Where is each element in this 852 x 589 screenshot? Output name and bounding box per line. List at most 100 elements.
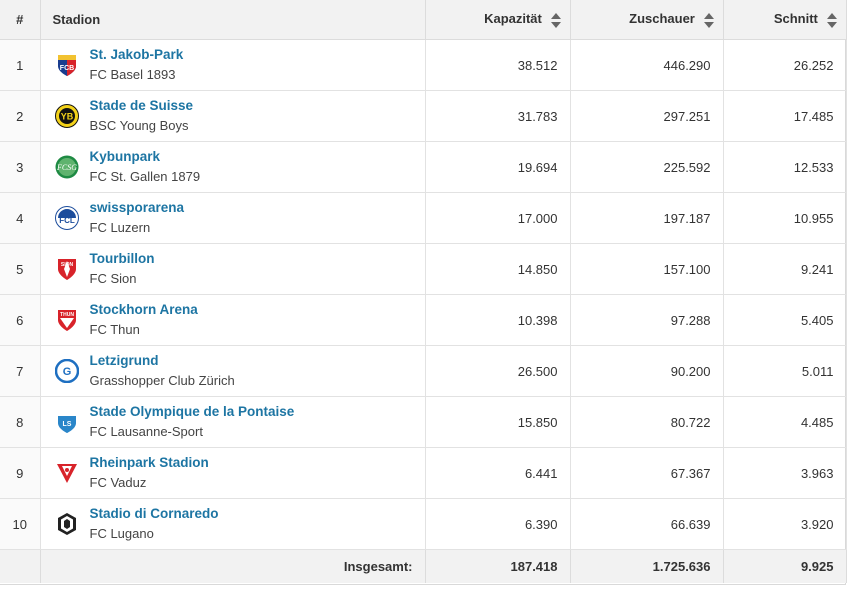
stadium-link[interactable]: Stockhorn Arena (89, 302, 198, 317)
club-name: FC Thun (89, 322, 140, 337)
lausanne-sport-crest-icon[interactable]: LS (54, 409, 80, 435)
stadium-cell: YB Stade de Suisse BSC Young Boys (40, 90, 426, 142)
sort-icon[interactable] (703, 12, 715, 28)
stadium-cell: FCB St. Jakob-Park FC Basel 1893 (40, 39, 426, 91)
table-row: 9 Rheinpark Stadion FC Vaduz 6.441 67.367 3.9… (0, 447, 847, 499)
club-name: FC Sion (89, 271, 137, 286)
average-cell: 17.485 (723, 90, 847, 142)
club-name: FC Vaduz (89, 475, 147, 490)
stadium-link[interactable]: Stadio di Cornaredo (89, 506, 219, 521)
svg-text:FCB: FCB (59, 65, 73, 72)
stadium-link[interactable]: Rheinpark Stadion (89, 455, 209, 470)
average-cell: 10.955 (723, 192, 847, 244)
attendance-cell: 157.100 (570, 243, 724, 295)
average-cell: 4.485 (723, 396, 847, 448)
average-cell: 12.533 (723, 141, 847, 193)
attendance-cell: 197.187 (570, 192, 724, 244)
capacity-cell: 38.512 (425, 39, 571, 91)
club-name: FC Lugano (89, 526, 154, 541)
grasshoppers-crest-icon[interactable]: G (54, 358, 80, 384)
fc-basel-crest-icon[interactable]: FCB (54, 52, 80, 78)
average-header-label: Schnitt (773, 11, 818, 27)
table-row: 7 G Letzigrund Grasshopper Club Zürich 26.50… (0, 345, 847, 397)
table-body: 1 FCB St. Jakob-Park FC Basel 1893 38.512 446… (0, 39, 847, 550)
fc-luzern-crest-icon[interactable]: FCL (54, 205, 80, 231)
table-row: 3 FCSG Kybunpark FC St. Gallen 1879 19.694 22… (0, 141, 847, 193)
stadium-column-header: Stadion (40, 0, 426, 40)
total-capacity: 187.418 (425, 549, 571, 583)
average-cell: 9.241 (723, 243, 847, 295)
table-row: 4 FCL swissporarena FC Luzern 17.000 197.187 1… (0, 192, 847, 244)
stadium-link[interactable]: Letzigrund (89, 353, 159, 368)
capacity-cell: 26.500 (425, 345, 571, 397)
attendance-cell: 446.290 (570, 39, 724, 91)
capacity-cell: 14.850 (425, 243, 571, 295)
attendance-header-label: Zuschauer (629, 11, 695, 27)
table-header: # Stadion Kapazität Zuschauer Schnitt (0, 0, 847, 40)
stadium-cell: LS Stade Olympique de la Pontaise FC Lausa… (40, 396, 426, 448)
table-row: 1 FCB St. Jakob-Park FC Basel 1893 38.512 446… (0, 39, 847, 91)
club-name: FC Basel 1893 (89, 67, 176, 82)
total-average: 9.925 (723, 549, 847, 583)
svg-text:THUN: THUN (60, 312, 74, 318)
attendance-cell: 225.592 (570, 141, 724, 193)
stadium-cell: Rheinpark Stadion FC Vaduz (40, 447, 426, 499)
fc-lugano-crest-icon[interactable] (54, 511, 80, 537)
rank-cell: 1 (0, 39, 41, 91)
stadium-link[interactable]: Tourbillon (89, 251, 155, 266)
rank-cell: 7 (0, 345, 41, 397)
club-name: FC Luzern (89, 220, 151, 235)
attendance-column-header[interactable]: Zuschauer (570, 0, 724, 40)
svg-text:YB: YB (60, 112, 73, 122)
capacity-cell: 6.441 (425, 447, 571, 499)
fc-sion-crest-icon[interactable]: SION (54, 256, 80, 282)
average-column-header[interactable]: Schnitt (723, 0, 847, 40)
club-name: Grasshopper Club Zürich (89, 373, 235, 388)
club-name: BSC Young Boys (89, 118, 189, 133)
fc-thun-crest-icon[interactable]: THUN (54, 307, 80, 333)
attendance-cell: 97.288 (570, 294, 724, 346)
stadium-cell: FCL swissporarena FC Luzern (40, 192, 426, 244)
fc-vaduz-crest-icon[interactable] (54, 460, 80, 486)
stadium-link[interactable]: swissporarena (89, 200, 185, 215)
rank-cell: 5 (0, 243, 41, 295)
stadium-link[interactable]: Stade Olympique de la Pontaise (89, 404, 295, 419)
rank-cell: 2 (0, 90, 41, 142)
club-name: FC Lausanne-Sport (89, 424, 203, 439)
capacity-header-label: Kapazität (484, 11, 542, 27)
table-row: 5 SION Tourbillon FC Sion 14.850 157.100 9.241 (0, 243, 847, 295)
capacity-cell: 17.000 (425, 192, 571, 244)
table-row: 10 Stadio di Cornaredo FC Lugano 6.390 66.63… (0, 498, 847, 550)
stadium-cell: Stadio di Cornaredo FC Lugano (40, 498, 426, 550)
attendance-cell: 297.251 (570, 90, 724, 142)
stadium-link[interactable]: Kybunpark (89, 149, 161, 164)
capacity-column-header[interactable]: Kapazität (425, 0, 571, 40)
table-row: 8 LS Stade Olympique de la Pontaise FC Laus… (0, 396, 847, 448)
table-row: 2 YB Stade de Suisse BSC Young Boys 31.783 29… (0, 90, 847, 142)
capacity-cell: 15.850 (425, 396, 571, 448)
svg-text:FCSG: FCSG (56, 163, 77, 172)
rank-cell: 3 (0, 141, 41, 193)
capacity-cell: 31.783 (425, 90, 571, 142)
capacity-cell: 10.398 (425, 294, 571, 346)
footer-rank-cell (0, 549, 41, 583)
sort-icon[interactable] (550, 12, 562, 28)
rank-cell: 8 (0, 396, 41, 448)
sort-icon[interactable] (826, 12, 838, 28)
stadium-link[interactable]: Stade de Suisse (89, 98, 194, 113)
total-label: Insgesamt: (40, 549, 426, 583)
young-boys-crest-icon[interactable]: YB (54, 103, 80, 129)
stadium-cell: FCSG Kybunpark FC St. Gallen 1879 (40, 141, 426, 193)
svg-text:G: G (62, 366, 71, 378)
club-name: FC St. Gallen 1879 (89, 169, 201, 184)
stadium-link[interactable]: St. Jakob-Park (89, 47, 184, 62)
attendance-cell: 90.200 (570, 345, 724, 397)
average-cell: 3.963 (723, 447, 847, 499)
average-cell: 5.011 (723, 345, 847, 397)
capacity-cell: 6.390 (425, 498, 571, 550)
st-gallen-crest-icon[interactable]: FCSG (54, 154, 80, 180)
table-row: 6 THUN Stockhorn Arena FC Thun 10.398 97.288 5… (0, 294, 847, 346)
rank-cell: 6 (0, 294, 41, 346)
attendance-cell: 80.722 (570, 396, 724, 448)
svg-text:SION: SION (60, 262, 73, 268)
